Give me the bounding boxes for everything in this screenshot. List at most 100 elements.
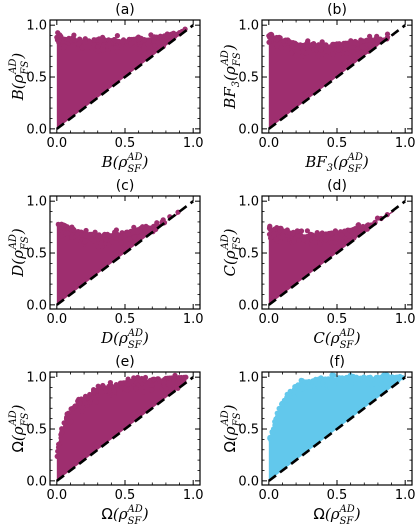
scatter-point bbox=[317, 241, 323, 247]
scatter-point bbox=[323, 377, 329, 383]
scatter-point bbox=[270, 426, 277, 432]
axis-label-paren-open: (ρ bbox=[9, 74, 27, 89]
scatter-point bbox=[347, 227, 353, 233]
scatter-point bbox=[332, 239, 338, 246]
axis-label-paren-close: ) bbox=[354, 505, 361, 523]
scatter-points bbox=[54, 24, 194, 130]
y-tick-label: 0.5 bbox=[26, 71, 47, 86]
diagonal-line bbox=[268, 376, 406, 482]
scatter-point bbox=[323, 53, 329, 59]
axis-label-superscript: AD bbox=[220, 50, 231, 66]
scatter-point bbox=[336, 52, 342, 58]
axis-label-paren-open: (ρ bbox=[333, 153, 348, 171]
scatter-point bbox=[149, 387, 155, 393]
scatter-point bbox=[336, 375, 342, 381]
axis-label-paren-open: (ρ bbox=[221, 250, 239, 265]
scatter-point bbox=[106, 383, 112, 389]
axis-label-function: B bbox=[101, 153, 113, 171]
x-tick-label: 0.5 bbox=[327, 312, 348, 327]
scatter-points bbox=[266, 24, 406, 130]
scatter-point bbox=[358, 38, 364, 45]
scatter-point bbox=[104, 47, 111, 53]
scatter-point bbox=[267, 224, 273, 230]
scatter-point bbox=[128, 385, 134, 391]
scatter-point bbox=[298, 228, 305, 234]
axis-label-paren-open: (ρ bbox=[9, 426, 27, 441]
scatter-point bbox=[361, 374, 367, 380]
scatter-point bbox=[60, 222, 66, 228]
axis-label-subscript: FS bbox=[20, 236, 31, 251]
scatter-point bbox=[336, 381, 342, 387]
axis-label-paren-close: ) bbox=[221, 228, 239, 235]
scatter-panel-a: 0.00.00.50.51.01.0(a)B(ρSFAD)B(ρFSAD) bbox=[8, 2, 204, 175]
axis-label-function: Ω bbox=[101, 505, 112, 523]
scatter-point bbox=[61, 420, 67, 426]
axis-label-function: C bbox=[313, 329, 325, 347]
scatter-point bbox=[131, 224, 137, 230]
x-tick-label: 0.5 bbox=[115, 136, 136, 151]
scatter-point bbox=[107, 233, 113, 239]
scatter-point bbox=[112, 37, 118, 44]
axis-label-superscript: AD bbox=[347, 152, 363, 163]
diagonal-line bbox=[56, 24, 194, 130]
axis-label-subscript: FS bbox=[232, 236, 243, 251]
panel-title: (c) bbox=[116, 178, 135, 194]
scatter-point bbox=[126, 236, 133, 242]
axis-label-subscript: FS bbox=[20, 61, 31, 76]
scatter-point bbox=[151, 38, 157, 44]
y-tick-label: 0.0 bbox=[238, 474, 259, 489]
scatter-point bbox=[304, 228, 310, 234]
axis-label: Ω(ρFSAD) bbox=[8, 404, 31, 452]
scatter-point bbox=[125, 231, 131, 237]
scatter-point bbox=[161, 380, 167, 386]
scatter-panel-b: 0.00.00.50.51.01.0(b)BF3(ρSFAD)BF3(ρFSAD… bbox=[220, 2, 415, 175]
scatter-point bbox=[269, 36, 275, 42]
panel-title: (d) bbox=[327, 178, 347, 194]
scatter-panel-f: 0.00.00.50.51.01.0(f)Ω(ρSFAD)Ω(ρFSAD) bbox=[220, 354, 415, 527]
scatter-point bbox=[172, 384, 178, 390]
scatter-point bbox=[274, 37, 280, 43]
scatter-point bbox=[299, 53, 305, 60]
scatter-point bbox=[95, 48, 101, 54]
axis-label-subscript: FS bbox=[20, 412, 31, 427]
axis-label-superscript: AD bbox=[338, 328, 354, 339]
scatter-point bbox=[305, 379, 311, 385]
diagonal-line bbox=[56, 200, 194, 306]
diagonal-line bbox=[56, 376, 194, 482]
scatter-points bbox=[266, 200, 406, 306]
scatter-point bbox=[98, 389, 104, 395]
axis-label-function: BF bbox=[221, 87, 239, 110]
y-tick-label: 1.0 bbox=[238, 371, 259, 386]
scatter-point bbox=[315, 53, 321, 60]
axis-label-subscript: SF bbox=[128, 340, 143, 351]
y-tick-label: 1.0 bbox=[238, 195, 259, 210]
x-tick-label: 1.0 bbox=[183, 488, 204, 503]
scatter-point bbox=[165, 375, 171, 381]
axis-label: C(ρFSAD) bbox=[220, 228, 243, 276]
scatter-point bbox=[118, 240, 124, 246]
x-tick-label: 0.5 bbox=[115, 312, 136, 327]
scatter-point bbox=[137, 234, 143, 240]
scatter-point bbox=[56, 38, 62, 44]
axis-label-superscript: AD bbox=[127, 328, 143, 339]
scatter-point bbox=[71, 32, 77, 38]
scatter-point bbox=[151, 376, 157, 382]
scatter-point bbox=[340, 50, 346, 56]
axis-label: Ω(ρFSAD) bbox=[220, 404, 243, 452]
scatter-point bbox=[332, 385, 338, 391]
scatter-point bbox=[329, 47, 335, 53]
scatter-point bbox=[97, 233, 103, 239]
scatter-point bbox=[83, 394, 89, 400]
x-tick-label: 0.0 bbox=[258, 488, 279, 503]
axis-label: B(ρFSAD) bbox=[8, 53, 31, 102]
axis-label-paren-open: (ρ bbox=[221, 426, 239, 441]
axis-label-function: D bbox=[9, 265, 27, 278]
scatter-points bbox=[54, 372, 194, 482]
x-tick-label: 0.0 bbox=[258, 312, 279, 327]
scatter-point bbox=[106, 41, 112, 47]
axis-label-subscript: SF bbox=[127, 164, 142, 175]
axis-label-paren-close: ) bbox=[142, 505, 149, 523]
scatter-point bbox=[317, 387, 323, 393]
scatter-point bbox=[274, 43, 280, 49]
axis-label-paren-open: (ρ bbox=[9, 250, 27, 265]
